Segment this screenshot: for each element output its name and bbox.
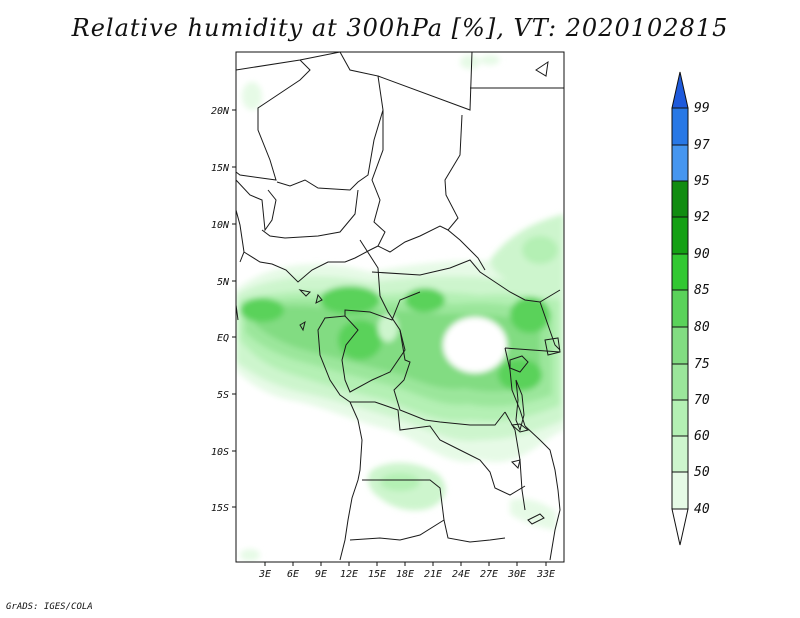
colorbar-segment-60-70 — [671, 399, 689, 437]
colorbar-label-97: 97 — [694, 138, 710, 153]
lon-label-33e: 33E — [536, 569, 555, 580]
humidity-shading — [236, 55, 564, 561]
lat-label-eq: EQ — [217, 333, 229, 344]
lon-label-27e: 27E — [480, 569, 498, 580]
colorbar-label-75: 75 — [694, 357, 710, 372]
colorbar-segment-90-92 — [671, 216, 689, 255]
lat-label-10n: 10N — [211, 220, 230, 231]
colorbar-segment-40-50 — [671, 471, 689, 510]
map-title: Relative humidity at 300hPa [%], VT: 202… — [71, 14, 729, 42]
colorbar-label-60: 60 — [694, 429, 710, 444]
map-frame — [235, 51, 565, 563]
colorbar-segment-85-90 — [671, 253, 689, 291]
longitude-labels: 3E 6E 9E 12E 15E 18E 21E 24E 27E 30E 33E — [258, 569, 555, 580]
lat-label-5n: 5N — [217, 277, 230, 288]
lat-label-10s: 10S — [211, 447, 229, 458]
lon-label-12e: 12E — [340, 569, 358, 580]
colorbar-label-85: 85 — [694, 283, 710, 298]
colorbar-label-70: 70 — [694, 393, 710, 408]
software-credit: GrADS: IGES/COLA — [6, 602, 93, 612]
lon-label-15e: 15E — [368, 569, 386, 580]
colorbar-segment-92-95 — [671, 180, 689, 218]
lon-label-3e: 3E — [258, 569, 271, 580]
lon-label-21e: 21E — [424, 569, 442, 580]
colorbar-segment-95-97 — [671, 144, 689, 182]
lon-label-6e: 6E — [287, 569, 299, 580]
colorbar-segment-97-99 — [671, 107, 689, 146]
lat-label-15n: 15N — [211, 163, 230, 174]
colorbar-segment-75-80 — [671, 326, 689, 365]
colorbar-segment-50-60 — [671, 435, 689, 473]
colorbar-lower-arrow — [671, 508, 689, 546]
colorbar-label-99: 99 — [694, 101, 710, 116]
colorbar-segment-70-75 — [671, 363, 689, 401]
colorbar-segment-80-85 — [671, 289, 689, 328]
colorbar-label-40: 40 — [694, 502, 710, 517]
lat-label-15s: 15S — [211, 503, 229, 514]
colorbar-label-90: 90 — [694, 247, 710, 262]
lat-label-5s: 5S — [217, 390, 229, 401]
colorbar-upper-arrow — [671, 71, 689, 109]
colorbar-label-80: 80 — [694, 320, 710, 335]
country-borders — [236, 52, 564, 561]
lon-label-9e: 9E — [315, 569, 327, 580]
colorbar-label-50: 50 — [694, 465, 710, 480]
lat-label-20n: 20N — [211, 106, 230, 117]
latitude-labels: 20N 15N 10N 5N EQ 5S 10S 15S — [211, 106, 230, 514]
lon-label-18e: 18E — [396, 569, 414, 580]
colorbar-label-92: 92 — [694, 210, 710, 225]
lon-label-24e: 24E — [452, 569, 470, 580]
colorbar-label-95: 95 — [694, 174, 710, 189]
lon-label-30e: 30E — [507, 569, 526, 580]
colorbar: 40 50 60 70 75 80 85 90 92 95 97 99 — [671, 71, 710, 546]
axis-ticks — [232, 109, 547, 566]
